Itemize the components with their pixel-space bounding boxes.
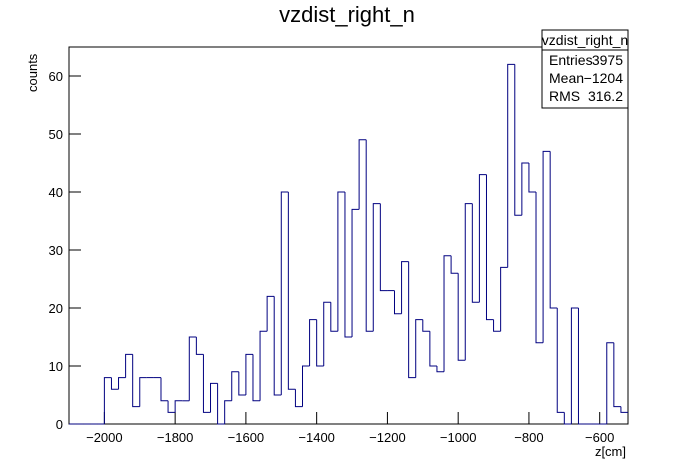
x-tick-label: −600 [585,430,614,445]
histogram-bin [358,139,367,210]
histogram-bin [415,319,423,378]
histogram-bin [252,354,261,402]
histogram-bin [436,366,445,373]
histogram-bin [507,63,515,268]
x-axis-label: z[cm] [595,444,626,459]
histogram-bin [528,163,537,193]
x-tick-label: −2000 [86,430,123,445]
y-axis-label: counts [25,53,40,92]
histogram-bin [330,302,338,332]
stats-name: RMS [549,88,580,104]
stats-name: Mean [549,70,584,86]
histogram-bin [365,139,374,332]
histogram-bin [549,151,558,309]
stats-title: vzdist_right_n [542,32,628,48]
x-tick-label: −1000 [440,430,477,445]
histogram-bin [118,377,126,390]
histogram-bin [429,331,437,367]
histogram-bin [217,383,225,425]
y-tick-label: 0 [56,417,63,432]
y-tick-label: 40 [49,185,63,200]
histogram-bin [231,371,239,401]
histogram-bin [570,307,579,424]
histogram-bin [500,266,508,332]
histogram-bin [613,342,621,408]
histogram-bin [273,296,282,396]
histogram-bin [160,377,169,402]
histogram-bin [422,319,430,332]
y-tick-label: 20 [49,301,63,316]
histogram-bin [125,353,133,378]
histogram-bin [485,174,494,321]
histogram-bin [316,319,324,367]
histogram-bin [542,150,551,343]
histogram-bin [259,330,268,401]
histogram-bin [577,308,586,425]
x-tick-label: −1400 [298,430,335,445]
y-tick-label: 50 [49,127,63,142]
histogram-bin [514,64,522,216]
histogram-bin [535,192,544,344]
histogram-bin [302,365,310,407]
y-tick-label: 30 [49,243,63,258]
histogram-bin [478,174,487,303]
plot-frame [68,46,629,425]
histogram-bin [245,353,253,395]
histogram-bin [323,301,331,366]
histogram-bin [457,273,466,361]
stats-value: 3975 [592,52,623,68]
histogram-bin [379,203,388,292]
y-tick-label: 10 [49,359,63,374]
stats-name: Entries [549,52,593,68]
chart-title: vzdist_right_n [279,2,415,27]
histogram-bin [210,382,218,413]
histogram-bin [493,319,501,332]
histogram-bin [174,400,183,413]
y-tick-label: 60 [49,69,63,84]
histogram-bin [294,389,303,408]
histogram-bin [139,377,147,407]
stats-frame [541,29,629,109]
histogram-bin [167,400,176,413]
histogram-bin [471,203,480,303]
histogram-bin [401,261,409,314]
x-tick-label: −1600 [228,430,265,445]
histogram-bin [266,295,275,332]
histogram-bin [443,255,452,372]
x-tick-label: −1200 [369,430,406,445]
histogram-bin [606,342,614,424]
histogram-bin [450,255,459,274]
stats-value: −1204 [584,70,624,86]
histogram-bin [620,406,628,413]
histogram-bin [238,371,246,396]
histogram-bin [337,191,345,332]
histogram-bin [188,336,197,401]
x-tick-label: −800 [514,430,543,445]
histogram-bin [132,354,140,408]
stats-box: vzdist_right_n [541,29,629,109]
histogram-bin [393,290,402,315]
histogram-bin [195,337,204,355]
histogram-bin [556,308,565,413]
histogram-bin [563,412,572,425]
histogram-bin [351,208,360,337]
histogram-bin [110,377,119,390]
histogram-bin [464,203,473,361]
x-tick-label: −1800 [157,430,194,445]
stats-value: 316.2 [588,88,623,104]
histogram-bin [280,191,289,395]
histogram-bin [287,192,296,390]
histogram-bin [103,377,112,424]
histogram-bin [408,261,416,379]
histogram-bin [372,203,381,332]
histogram-bin [309,319,317,366]
histogram-bin [344,192,353,338]
histogram-bin [224,400,232,424]
histogram-bin [202,354,211,413]
histogram-bin [521,162,529,216]
